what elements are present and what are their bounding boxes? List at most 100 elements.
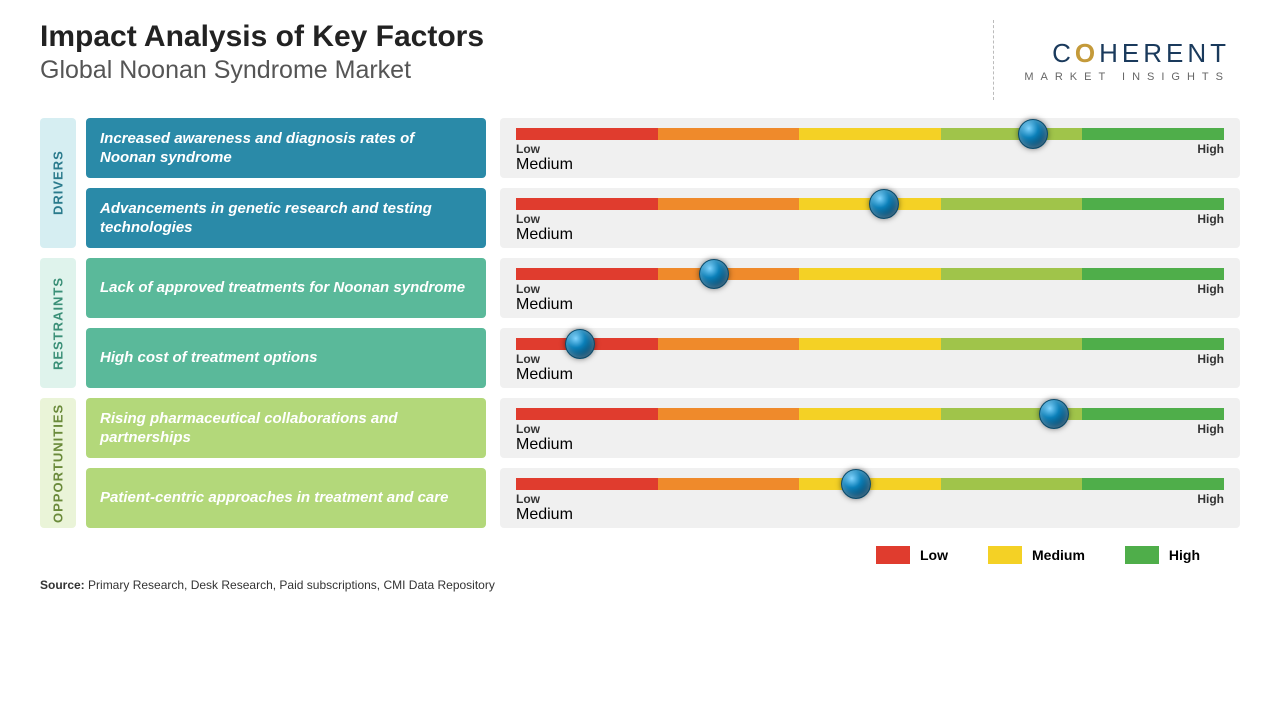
gauge-segment bbox=[1082, 338, 1224, 350]
gauge-axis-labels: Low High bbox=[516, 352, 1224, 366]
gauge-segment bbox=[516, 268, 658, 280]
legend: Low Medium High bbox=[40, 546, 1240, 564]
factor-row: Lack of approved treatments for Noonan s… bbox=[86, 258, 1240, 318]
gauge-label-high: High bbox=[1197, 282, 1224, 296]
legend-swatch bbox=[876, 546, 910, 564]
gauge-segment bbox=[941, 338, 1083, 350]
gauge-label-medium: Medium bbox=[516, 226, 1224, 244]
gauge-label-high: High bbox=[1197, 422, 1224, 436]
gauge-axis-labels: Low High bbox=[516, 492, 1224, 506]
gauge-segment bbox=[941, 268, 1083, 280]
gauge-segment bbox=[658, 128, 800, 140]
gauge-segment bbox=[658, 478, 800, 490]
gauge-marker bbox=[841, 469, 871, 499]
gauge: LowHighMedium bbox=[500, 258, 1240, 318]
factor-label: High cost of treatment options bbox=[86, 328, 486, 388]
gauge-marker bbox=[699, 259, 729, 289]
gauge-track bbox=[516, 128, 1224, 140]
gauge-segment bbox=[941, 198, 1083, 210]
source-prefix: Source: bbox=[40, 578, 85, 592]
header: Impact Analysis of Key Factors Global No… bbox=[40, 20, 1240, 100]
gauge-label-low: Low bbox=[516, 212, 540, 226]
gauge-label-medium: Medium bbox=[516, 506, 1224, 524]
factor-row: High cost of treatment options Low HighMed… bbox=[86, 328, 1240, 388]
gauge-segment bbox=[516, 408, 658, 420]
gauge-marker bbox=[1018, 119, 1048, 149]
gauge-segment bbox=[1082, 408, 1224, 420]
gauge-axis-labels: Low High bbox=[516, 142, 1224, 156]
page-title: Impact Analysis of Key Factors bbox=[40, 20, 484, 54]
logo-pre: C bbox=[1052, 38, 1075, 68]
logo-subtext: MARKET INSIGHTS bbox=[1024, 71, 1230, 83]
legend-label: High bbox=[1169, 547, 1200, 563]
factor-row: Patient-centric approaches in treatment … bbox=[86, 468, 1240, 528]
legend-label: Medium bbox=[1032, 547, 1085, 563]
gauge-track bbox=[516, 268, 1224, 280]
gauge-track bbox=[516, 478, 1224, 490]
gauge: Low HighMedium bbox=[500, 328, 1240, 388]
gauge-axis-labels: Low High bbox=[516, 422, 1224, 436]
gauge-label-high: High bbox=[1197, 492, 1224, 506]
gauge-segment bbox=[941, 128, 1083, 140]
gauge-segment bbox=[799, 338, 941, 350]
gauge-track bbox=[516, 408, 1224, 420]
gauge-segment bbox=[516, 478, 658, 490]
gauge-segment bbox=[658, 198, 800, 210]
gauge: Low HighMedium bbox=[500, 468, 1240, 528]
factor-label: Increased awareness and diagnosis rates … bbox=[86, 118, 486, 178]
gauge-marker bbox=[1039, 399, 1069, 429]
logo-text: COHERENT bbox=[1024, 38, 1230, 69]
factor-row: Advancements in genetic research and tes… bbox=[86, 188, 1240, 248]
gauge-label-high: High bbox=[1197, 212, 1224, 226]
factor-label: Advancements in genetic research and tes… bbox=[86, 188, 486, 248]
gauge-segment bbox=[799, 128, 941, 140]
gauge-track bbox=[516, 338, 1224, 350]
gauge-label-high: High bbox=[1197, 352, 1224, 366]
gauge-marker bbox=[869, 189, 899, 219]
gauge-segment bbox=[658, 338, 800, 350]
factor-rows: DRIVERS Increased awareness and diagnosis… bbox=[40, 118, 1240, 528]
gauge-segment bbox=[941, 478, 1083, 490]
gauge-segment bbox=[1082, 198, 1224, 210]
legend-swatch bbox=[988, 546, 1022, 564]
gauge-label-high: High bbox=[1197, 142, 1224, 156]
category-tab: OPPORTUNITIES bbox=[40, 398, 76, 528]
gauge: Low HighMedium bbox=[500, 118, 1240, 178]
category-rows: Rising pharmaceutical collaborations and… bbox=[86, 398, 1240, 528]
page-subtitle: Global Noonan Syndrome Market bbox=[40, 56, 484, 85]
gauge-label-medium: Medium bbox=[516, 366, 1224, 384]
gauge-label-medium: Medium bbox=[516, 156, 1224, 174]
gauge-segment bbox=[516, 198, 658, 210]
gauge-label-medium: Medium bbox=[516, 436, 1224, 454]
legend-label: Low bbox=[920, 547, 948, 563]
source-text: Primary Research, Desk Research, Paid su… bbox=[85, 578, 495, 592]
gauge-axis-labels: LowHigh bbox=[516, 282, 1224, 296]
factor-row: Rising pharmaceutical collaborations and… bbox=[86, 398, 1240, 458]
title-block: Impact Analysis of Key Factors Global No… bbox=[40, 20, 484, 85]
gauge-track bbox=[516, 198, 1224, 210]
gauge-segment bbox=[1082, 128, 1224, 140]
gauge-label-low: Low bbox=[516, 142, 540, 156]
legend-item: Low bbox=[876, 546, 948, 564]
category-tab: DRIVERS bbox=[40, 118, 76, 248]
gauge-label-low: Low bbox=[516, 422, 540, 436]
category-group: RESTRAINTS Lack of approved treatments fo… bbox=[40, 258, 1240, 388]
gauge-segment bbox=[799, 408, 941, 420]
gauge-segment bbox=[516, 128, 658, 140]
gauge-segment bbox=[1082, 478, 1224, 490]
category-group: OPPORTUNITIES Rising pharmaceutical colla… bbox=[40, 398, 1240, 528]
gauge: Low HighMedium bbox=[500, 188, 1240, 248]
category-rows: Increased awareness and diagnosis rates … bbox=[86, 118, 1240, 248]
factor-row: Increased awareness and diagnosis rates … bbox=[86, 118, 1240, 178]
gauge-label-medium: Medium bbox=[516, 296, 1224, 314]
category-tab: RESTRAINTS bbox=[40, 258, 76, 388]
gauge-label-low: Low bbox=[516, 352, 540, 366]
legend-item: High bbox=[1125, 546, 1200, 564]
category-rows: Lack of approved treatments for Noonan s… bbox=[86, 258, 1240, 388]
gauge-axis-labels: Low High bbox=[516, 212, 1224, 226]
gauge-label-low: Low bbox=[516, 492, 540, 506]
logo-post: HERENT bbox=[1099, 38, 1230, 68]
brand-logo: COHERENT MARKET INSIGHTS bbox=[993, 20, 1240, 100]
factor-label: Lack of approved treatments for Noonan s… bbox=[86, 258, 486, 318]
gauge-segment bbox=[1082, 268, 1224, 280]
